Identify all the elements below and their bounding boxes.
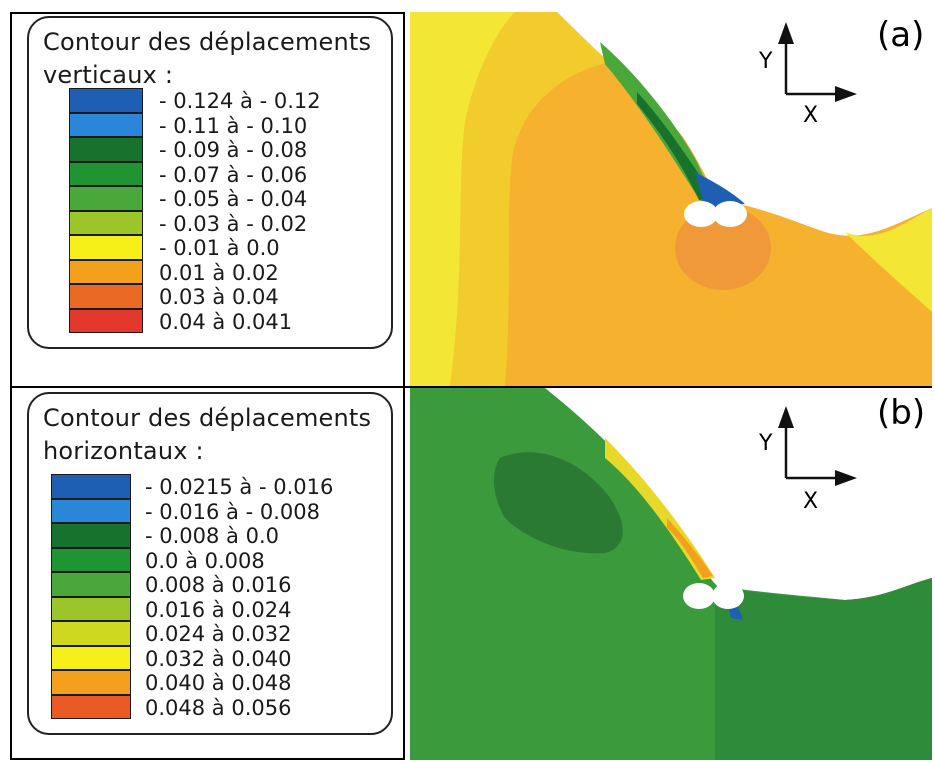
legend-label: - 0.016 à - 0.008 <box>145 499 320 524</box>
legend-swatch <box>69 112 143 137</box>
x-axis-arrow <box>835 470 857 486</box>
column-divider <box>403 12 405 760</box>
legend-title-line2: horizontaux : <box>43 437 204 465</box>
legend-swatch <box>51 645 131 670</box>
y-axis-label: Y <box>758 49 773 74</box>
panel-vertical-displacement: Contour des déplacements verticaux : - 0… <box>10 12 932 386</box>
contour-dark-patch <box>493 452 623 554</box>
legend-label: - 0.11 à - 0.10 <box>159 113 308 138</box>
legend-label: 0.024 à 0.032 <box>145 622 292 646</box>
contour-surface-left <box>410 12 515 386</box>
panel-tag: (b) <box>877 393 925 433</box>
legend-swatch <box>51 694 131 719</box>
legend-swatch <box>69 308 143 333</box>
legend-title: Contour des déplacements horizontaux : <box>43 402 371 468</box>
contour-base <box>410 12 932 386</box>
legend-label: 0.008 à 0.016 <box>145 573 292 597</box>
panel-horizontal-displacement: Contour des déplacements horizontaux : -… <box>10 388 932 760</box>
legend-label: 0.04 à 0.041 <box>159 309 293 334</box>
legend-swatch <box>69 88 143 113</box>
panel-tag: (a) <box>877 15 924 55</box>
legend-label: 0.016 à 0.024 <box>145 597 292 622</box>
legend-label: 0.0 à 0.008 <box>145 548 265 573</box>
legend-vertical: Contour des déplacements verticaux : - 0… <box>27 16 393 349</box>
legend-swatch <box>51 498 131 523</box>
legend-label: - 0.07 à - 0.06 <box>159 162 308 187</box>
x-axis-label: X <box>803 103 818 128</box>
contour-right-block <box>715 578 932 760</box>
legend-label: 0.032 à 0.040 <box>145 646 292 671</box>
legend-swatch <box>51 523 131 548</box>
legend-label: 0.048 à 0.056 <box>145 695 292 720</box>
legend-label: - 0.09 à - 0.08 <box>159 138 308 162</box>
tunnel-left <box>683 583 715 609</box>
legend-swatch <box>51 572 131 597</box>
contour-slope-orange <box>667 518 713 578</box>
contour-plot-vertical: Y X (a) <box>405 12 932 386</box>
legend-swatch <box>51 621 131 646</box>
legend-swatch <box>51 596 131 621</box>
legend-label: - 0.05 à - 0.04 <box>159 187 308 211</box>
contour-hotspot <box>695 172 745 208</box>
legend-horizontal: Contour des déplacements horizontaux : -… <box>27 392 393 735</box>
contour-bulb <box>675 206 771 290</box>
axis-indicator <box>778 406 857 486</box>
legend-swatch <box>69 137 143 162</box>
tunnel-right <box>713 201 747 227</box>
legend-label: 0.03 à 0.04 <box>159 285 279 309</box>
legend-swatch <box>69 284 143 309</box>
axis-indicator <box>778 22 857 102</box>
legend-label: - 0.03 à - 0.02 <box>159 211 308 236</box>
tunnel-right <box>712 583 744 609</box>
x-axis-arrow <box>835 86 857 102</box>
y-axis-arrow <box>778 406 794 428</box>
legend-label: - 0.0215 à - 0.016 <box>145 475 334 499</box>
legend-swatch <box>69 235 143 260</box>
tunnel-left <box>684 201 718 227</box>
legend-swatch <box>69 161 143 186</box>
legend-title: Contour des déplacements verticaux : <box>43 26 371 92</box>
y-axis-label: Y <box>758 431 773 456</box>
y-axis-arrow <box>778 22 794 44</box>
legend-swatch <box>51 547 131 572</box>
legend-swatch <box>69 210 143 235</box>
legend-swatch <box>69 259 143 284</box>
legend-swatch <box>51 474 131 499</box>
x-axis-label: X <box>803 489 818 514</box>
contour-slope-dark <box>637 92 711 200</box>
contour-plot-horizontal: Y X (b) <box>405 388 932 760</box>
legend-label: - 0.124 à - 0.12 <box>159 89 321 113</box>
legend-label: 0.01 à 0.02 <box>159 260 279 285</box>
legend-swatch <box>69 186 143 211</box>
panel-divider <box>10 386 932 388</box>
contour-surface-right <box>845 208 932 312</box>
legend-title-line2: verticaux : <box>43 61 174 89</box>
legend-title-line1: Contour des déplacements <box>43 404 372 432</box>
legend-swatch <box>51 670 131 695</box>
legend-title-line1: Contour des déplacements <box>43 28 372 56</box>
legend-label: - 0.01 à 0.0 <box>159 236 280 260</box>
legend-label: 0.040 à 0.048 <box>145 671 292 695</box>
legend-label: - 0.008 à 0.0 <box>145 524 279 548</box>
